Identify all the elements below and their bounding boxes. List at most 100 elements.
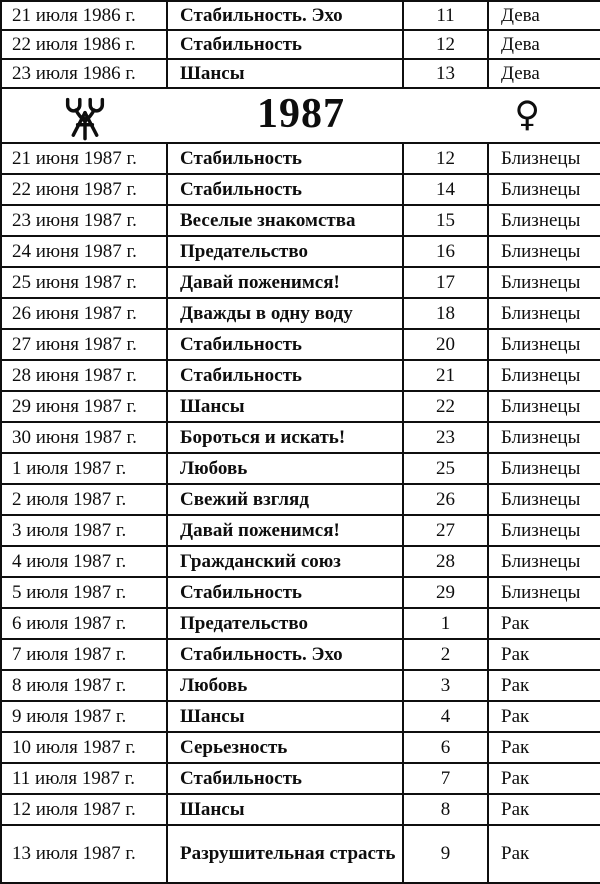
number-cell: 23 (402, 421, 489, 454)
table-row: 29 июня 1987 г. Шансы 22 Близнецы (0, 390, 600, 423)
number-cell: 6 (402, 731, 489, 764)
number-cell: 18 (402, 297, 489, 330)
zodiac-cell: Близнецы (487, 266, 600, 299)
zodiac-cell: Дева (487, 0, 600, 31)
forecast-cell: Свежий взгляд (166, 483, 404, 516)
number-cell: 20 (402, 328, 489, 361)
section-1986: 21 июля 1986 г. Стабильность. Эхо 11 Дев… (0, 0, 600, 89)
forecast-cell: Любовь (166, 452, 404, 485)
date-cell: 30 июня 1987 г. (0, 421, 168, 454)
zodiac-cell: Рак (487, 731, 600, 764)
cancer-crayfish-icon (59, 94, 111, 140)
zodiac-cell: Дева (487, 29, 600, 60)
year-header-section: 1987 ♀ (0, 87, 600, 144)
number-cell: 16 (402, 235, 489, 268)
year-header-content: 1987 ♀ (3, 90, 599, 141)
number-cell: 27 (402, 514, 489, 547)
forecast-cell: Давай поженимся! (166, 266, 404, 299)
number-cell: 8 (402, 793, 489, 826)
date-cell: 23 июня 1987 г. (0, 204, 168, 237)
forecast-cell: Предательство (166, 235, 404, 268)
table-row: 23 июня 1987 г. Веселые знакомства 15 Бл… (0, 204, 600, 237)
zodiac-cell: Близнецы (487, 359, 600, 392)
date-cell: 13 июля 1987 г. (0, 824, 168, 884)
venus-icon: ♀ (514, 94, 540, 135)
table-row: 7 июля 1987 г. Стабильность. Эхо 2 Рак (0, 638, 600, 671)
date-cell: 1 июля 1987 г. (0, 452, 168, 485)
date-cell: 8 июля 1987 г. (0, 669, 168, 702)
forecast-cell: Предательство (166, 607, 404, 640)
zodiac-cell: Близнецы (487, 514, 600, 547)
zodiac-cell: Рак (487, 700, 600, 733)
number-cell: 13 (402, 58, 489, 89)
number-cell: 3 (402, 669, 489, 702)
table-row: 10 июля 1987 г. Серьезность 6 Рак (0, 731, 600, 764)
zodiac-cell: Рак (487, 607, 600, 640)
table-row: 12 июля 1987 г. Шансы 8 Рак (0, 793, 600, 826)
forecast-cell: Веселые знакомства (166, 204, 404, 237)
number-cell: 15 (402, 204, 489, 237)
number-cell: 14 (402, 173, 489, 206)
number-cell: 28 (402, 545, 489, 578)
number-cell: 12 (402, 142, 489, 175)
zodiac-cell: Близнецы (487, 390, 600, 423)
forecast-cell: Стабильность (166, 328, 404, 361)
date-cell: 25 июня 1987 г. (0, 266, 168, 299)
forecast-cell: Дважды в одну воду (166, 297, 404, 330)
forecast-cell: Серьезность (166, 731, 404, 764)
date-cell: 12 июля 1987 г. (0, 793, 168, 826)
table-row: 2 июля 1987 г. Свежий взгляд 26 Близнецы (0, 483, 600, 516)
table-row: 26 июня 1987 г. Дважды в одну воду 18 Бл… (0, 297, 600, 330)
zodiac-cell: Близнецы (487, 204, 600, 237)
zodiac-cell: Рак (487, 638, 600, 671)
date-cell: 24 июня 1987 г. (0, 235, 168, 268)
number-cell: 12 (402, 29, 489, 60)
date-cell: 23 июля 1986 г. (0, 58, 168, 89)
zodiac-cell: Дева (487, 58, 600, 89)
number-cell: 26 (402, 483, 489, 516)
forecast-cell: Стабильность. Эхо (166, 0, 404, 31)
number-cell: 29 (402, 576, 489, 609)
date-cell: 6 июля 1987 г. (0, 607, 168, 640)
number-cell: 9 (402, 824, 489, 884)
table-row: 24 июня 1987 г. Предательство 16 Близнец… (0, 235, 600, 268)
forecast-cell: Шансы (166, 700, 404, 733)
table-row: 5 июля 1987 г. Стабильность 29 Близнецы (0, 576, 600, 609)
table-row: 6 июля 1987 г. Предательство 1 Рак (0, 607, 600, 640)
forecast-cell: Давай поженимся! (166, 514, 404, 547)
table-row: 28 июня 1987 г. Стабильность 21 Близнецы (0, 359, 600, 392)
date-cell: 21 июля 1986 г. (0, 0, 168, 31)
table-row: 9 июля 1987 г. Шансы 4 Рак (0, 700, 600, 733)
zodiac-cell: Близнецы (487, 235, 600, 268)
table-row: 4 июля 1987 г. Гражданский союз 28 Близн… (0, 545, 600, 578)
forecast-cell: Шансы (166, 390, 404, 423)
zodiac-cell: Близнецы (487, 545, 600, 578)
date-cell: 10 июля 1987 г. (0, 731, 168, 764)
forecast-cell: Стабильность (166, 762, 404, 795)
zodiac-cell: Рак (487, 824, 600, 884)
zodiac-cell: Близнецы (487, 576, 600, 609)
forecast-cell: Гражданский союз (166, 545, 404, 578)
table-row: 25 июня 1987 г. Давай поженимся! 17 Близ… (0, 266, 600, 299)
table-row: 27 июня 1987 г. Стабильность 20 Близнецы (0, 328, 600, 361)
date-cell: 22 июля 1986 г. (0, 29, 168, 60)
forecast-cell: Стабильность (166, 173, 404, 206)
forecast-cell: Стабильность (166, 576, 404, 609)
date-cell: 22 июня 1987 г. (0, 173, 168, 206)
date-cell: 11 июля 1987 г. (0, 762, 168, 795)
date-cell: 26 июня 1987 г. (0, 297, 168, 330)
forecast-cell: Шансы (166, 793, 404, 826)
zodiac-cell: Близнецы (487, 483, 600, 516)
zodiac-cell: Рак (487, 762, 600, 795)
date-cell: 21 июня 1987 г. (0, 142, 168, 175)
zodiac-cell: Близнецы (487, 297, 600, 330)
table-row: 13 июля 1987 г. Разрушительная страсть 9… (0, 824, 600, 884)
number-cell: 22 (402, 390, 489, 423)
number-cell: 7 (402, 762, 489, 795)
date-cell: 9 июля 1987 г. (0, 700, 168, 733)
date-cell: 5 июля 1987 г. (0, 576, 168, 609)
number-cell: 2 (402, 638, 489, 671)
year-title: 1987 (257, 90, 345, 137)
table-row: 21 июня 1987 г. Стабильность 12 Близнецы (0, 142, 600, 175)
